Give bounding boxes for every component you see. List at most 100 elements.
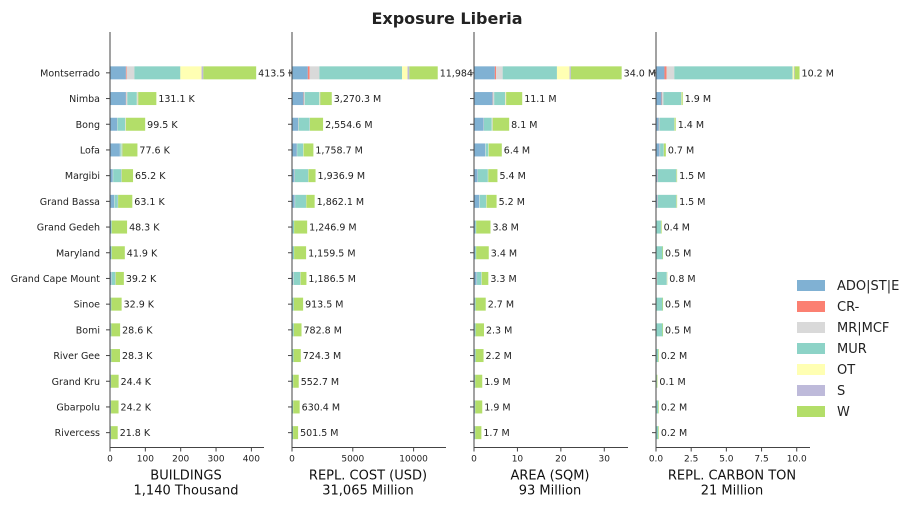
bar-buildings-grand-gedeh-ado-st-e xyxy=(110,220,112,234)
x-tick-label-buildings-3: 300 xyxy=(207,455,224,465)
category-label-lofa: Lofa xyxy=(80,145,100,156)
data-label-buildings-grand-gedeh: 48.3 K xyxy=(129,223,160,234)
bar-repl_cost-margibi-ado-st-e xyxy=(292,169,295,183)
bar-buildings-bong-w xyxy=(125,117,146,131)
panel-carbon: 10.2 M 1.9 M 1.4 M 0.7 M 1.5 M 1.5 M 0.4 M 0.5 … xyxy=(649,32,834,499)
data-label-repl_cost-sinoe: 913.5 M xyxy=(305,300,343,311)
bar-repl_cost-montserrado-ado-st-e xyxy=(292,66,308,80)
x-axis-sublabel-repl_cost: 31,065 Million xyxy=(322,484,413,499)
bar-buildings-bong-mur xyxy=(117,117,126,131)
bar-repl_cost-maryland-w xyxy=(294,246,307,260)
category-label-bomi: Bomi xyxy=(76,325,100,336)
data-label-area-rivercess: 1.7 M xyxy=(483,428,509,439)
data-label-area-montserrado: 34.0 M xyxy=(624,68,656,79)
data-label-buildings-grand-kru: 24.4 K xyxy=(121,377,152,388)
bar-repl_cost-montserrado-w xyxy=(409,66,438,80)
bar-buildings-nimba-mr-mcf xyxy=(126,92,128,106)
category-label-grand-bassa: Grand Bassa xyxy=(40,197,100,208)
data-label-area-margibi: 5.4 M xyxy=(499,171,525,182)
data-label-carbon-grand-bassa: 1.5 M xyxy=(679,197,705,208)
bar-area-montserrado-w xyxy=(570,66,622,80)
bar-repl_cost-margibi-w xyxy=(308,169,316,183)
category-label-montserrado: Montserrado xyxy=(40,68,100,79)
data-label-repl_cost-grand-kru: 552.7 M xyxy=(301,377,339,388)
data-label-area-gbarpolu: 1.9 M xyxy=(484,402,510,413)
bar-repl_cost-nimba-mr-mcf xyxy=(303,92,305,106)
bar-carbon-nimba-ado-st-e xyxy=(656,92,662,106)
data-label-repl_cost-grand-cape-mount: 1,186.5 M xyxy=(308,274,355,285)
bar-area-sinoe-w xyxy=(475,297,486,311)
x-tick-label-repl_cost-1: 5000 xyxy=(341,455,364,465)
chart-title: Exposure Liberia xyxy=(371,9,522,28)
legend-label-ado-st-e: ADO|ST|E xyxy=(837,279,899,294)
x-tick-label-area-2: 20 xyxy=(555,455,567,465)
bar-area-nimba-w xyxy=(506,92,523,106)
bar-carbon-gbarpolu-w xyxy=(658,400,659,414)
legend-label-ot: OT xyxy=(837,363,855,378)
bar-area-montserrado-mur xyxy=(502,66,557,80)
legend-swatch-mr-mcf xyxy=(797,322,825,333)
bar-buildings-montserrado-ot xyxy=(180,66,202,80)
legend-label-w: W xyxy=(837,405,850,420)
bar-area-montserrado-cr xyxy=(494,66,497,80)
category-label-bong: Bong xyxy=(76,120,100,131)
bar-carbon-maryland-mur xyxy=(656,246,663,260)
bar-repl_cost-montserrado-mur xyxy=(319,66,403,80)
data-label-repl_cost-river-gee: 724.3 M xyxy=(303,351,341,362)
data-label-carbon-river-gee: 0.2 M xyxy=(661,351,687,362)
bar-buildings-margibi-w xyxy=(121,169,134,183)
data-label-buildings-maryland: 41.9 K xyxy=(127,248,158,259)
bar-carbon-bong-ado-st-e xyxy=(656,117,659,131)
bar-carbon-grand-bassa-w xyxy=(676,194,678,208)
bar-buildings-bomi-w xyxy=(111,323,121,337)
bar-carbon-nimba-mr-mcf xyxy=(662,92,664,106)
category-label-river-gee: River Gee xyxy=(53,351,100,362)
x-tick-label-buildings-0: 0 xyxy=(107,455,113,465)
bar-carbon-lofa-mur xyxy=(660,143,664,157)
bar-area-lofa-ado-st-e xyxy=(474,143,486,157)
bar-buildings-margibi-mur xyxy=(113,169,122,183)
bar-carbon-grand-cape-mount-mur xyxy=(657,271,667,285)
bar-buildings-grand-bassa-ado-st-e xyxy=(110,194,115,208)
bar-repl_cost-nimba-ado-st-e xyxy=(292,92,304,106)
bar-repl_cost-grand-kru-mur xyxy=(292,374,294,388)
bar-buildings-river-gee-mur xyxy=(110,349,112,363)
bar-repl_cost-maryland-mur xyxy=(292,246,295,260)
data-label-repl_cost-grand-bassa: 1,862.1 M xyxy=(317,197,364,208)
bar-repl_cost-lofa-w xyxy=(303,143,314,157)
category-label-nimba: Nimba xyxy=(69,94,100,105)
bar-carbon-montserrado-w xyxy=(794,66,800,80)
bar-area-margibi-ado-st-e xyxy=(474,169,478,183)
bar-repl_cost-river-gee-w xyxy=(293,349,301,363)
bar-buildings-montserrado-ado-st-e xyxy=(110,66,126,80)
bar-area-grand-gedeh-mur xyxy=(475,220,477,234)
x-axis-sublabel-carbon: 21 Million xyxy=(701,484,764,499)
bar-repl_cost-river-gee-mur xyxy=(292,349,294,363)
x-axis-sublabel-area: 93 Million xyxy=(519,484,582,499)
legend-swatch-ot xyxy=(797,364,825,375)
bar-buildings-rivercess-w xyxy=(111,426,118,440)
data-label-buildings-lofa: 77.6 K xyxy=(139,145,170,156)
bar-carbon-margibi-mur xyxy=(657,169,677,183)
bar-area-grand-bassa-mur xyxy=(479,194,487,208)
bar-carbon-grand-bassa-mur xyxy=(657,194,677,208)
bar-buildings-margibi-ado-st-e xyxy=(110,169,113,183)
data-label-buildings-river-gee: 28.3 K xyxy=(122,351,153,362)
bar-area-nimba-mr-mcf xyxy=(492,92,495,106)
x-tick-label-repl_cost-2: 10000 xyxy=(399,455,428,465)
bar-buildings-lofa-ado-st-e xyxy=(110,143,120,157)
data-label-carbon-montserrado: 10.2 M xyxy=(802,68,834,79)
bar-buildings-grand-gedeh-w xyxy=(111,220,128,234)
bar-area-margibi-mur xyxy=(477,169,488,183)
data-label-carbon-rivercess: 0.2 M xyxy=(661,428,687,439)
panel-repl_cost: 11,984.5 M 3,270.3 M 2,554.6 M 1,758.7 M 1,9… xyxy=(288,32,493,499)
bar-repl_cost-grand-cape-mount-w xyxy=(300,271,307,285)
bar-repl_cost-lofa-ado-st-e xyxy=(292,143,297,157)
bar-buildings-sinoe-mur xyxy=(110,297,112,311)
bar-carbon-gbarpolu-mur xyxy=(656,400,659,414)
data-label-area-nimba: 11.1 M xyxy=(524,94,556,105)
x-tick-label-buildings-4: 400 xyxy=(243,455,260,465)
bar-repl_cost-bong-w xyxy=(309,117,324,131)
panel-buildings: 413.5 K 131.1 K 99.5 K 77.6 K 65.2 K 63.1 K 48… xyxy=(106,32,295,499)
bar-buildings-grand-gedeh-mur xyxy=(111,220,112,234)
